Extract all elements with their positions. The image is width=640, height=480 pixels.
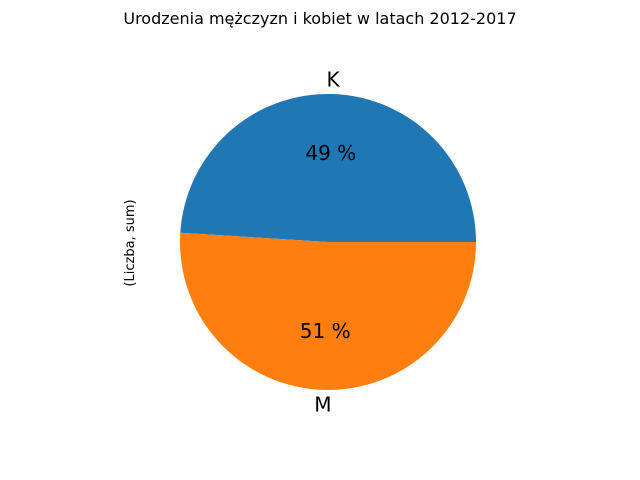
pie-slices — [180, 93, 477, 390]
slice-label-m: M — [314, 393, 331, 417]
pie-labels: K 49 % M 51 % — [300, 67, 356, 416]
pie-slice-k — [180, 93, 477, 243]
percent-label-m: 51 % — [300, 319, 351, 343]
y-axis-label: (Liczba, sum) — [123, 199, 138, 286]
chart-title: Urodzenia mężczyzn i kobiet w latach 201… — [123, 9, 516, 28]
pie-slice-m — [180, 232, 477, 390]
percent-label-k: 49 % — [305, 141, 356, 165]
slice-label-k: K — [327, 67, 341, 91]
